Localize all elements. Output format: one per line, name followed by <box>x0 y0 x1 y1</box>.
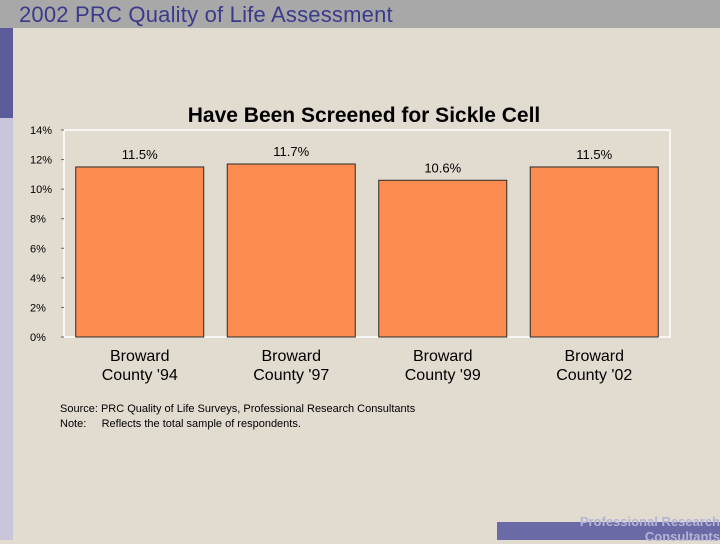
category-label-0-line2: County '94 <box>102 367 178 384</box>
bar-3 <box>529 166 659 338</box>
sample-note: Note: Reflects the total sample of respo… <box>60 418 301 430</box>
category-label-3-line2: County '02 <box>556 367 632 384</box>
category-label-3-line1: Broward <box>564 348 624 365</box>
y-tick-label-6: 12% <box>30 155 52 167</box>
footer-brand-line1: Professional Research <box>579 514 720 529</box>
chart-marks: 0% 2% 4% 6% 8% 10% 12% 14% 11.5% Broward County '9… <box>30 125 671 384</box>
footer-brand-line2: Consultants <box>644 529 720 544</box>
header-bar: 2002 PRC Quality of Life Assessment <box>0 0 720 28</box>
y-tick-label-2: 4% <box>30 273 46 285</box>
data-label-0: 11.5% <box>122 147 158 162</box>
page-title: 2002 PRC Quality of Life Assessment <box>19 2 393 27</box>
y-tick-label-5: 10% <box>30 184 52 196</box>
chart-title: Have Been Screened for Sickle Cell <box>188 104 541 127</box>
category-label-2-line2: County '99 <box>405 367 481 384</box>
y-tick-label-7: 14% <box>30 125 52 137</box>
y-tick-label-3: 6% <box>30 243 46 255</box>
data-label-1: 11.7% <box>273 144 309 159</box>
left-accent-bar-dark <box>0 28 13 118</box>
y-tick-label-4: 8% <box>30 214 46 226</box>
left-accent-bar-light <box>0 118 13 540</box>
footer-bar <box>497 522 720 540</box>
category-label-0-line1: Broward <box>110 348 170 365</box>
source-note: Source: PRC Quality of Life Surveys, Pro… <box>60 403 416 415</box>
data-label-3: 11.5% <box>576 147 612 162</box>
bar-0 <box>75 166 205 338</box>
category-label-2-line1: Broward <box>413 348 473 365</box>
plot-frame <box>63 129 671 338</box>
data-label-2: 10.6% <box>424 160 461 175</box>
category-label-1-line1: Broward <box>261 348 321 365</box>
category-label-1-line2: County '97 <box>253 367 329 384</box>
y-tick-label-1: 2% <box>30 302 46 314</box>
y-tick-label-0: 0% <box>30 332 46 344</box>
bar-2 <box>378 179 508 338</box>
bar-1 <box>226 163 356 338</box>
